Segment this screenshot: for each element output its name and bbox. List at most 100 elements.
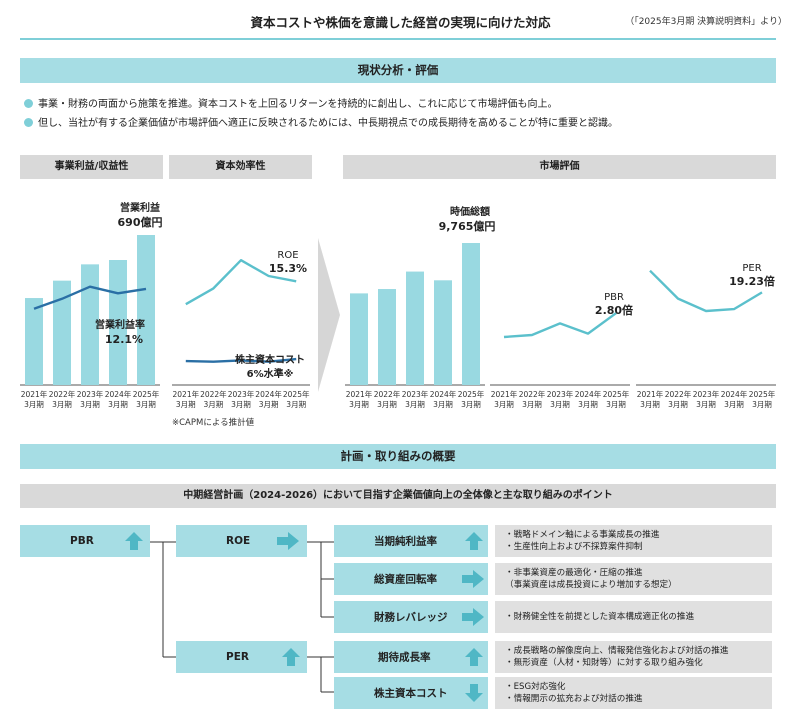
bullet-item: 但し、当社が有する企業価値が市場評価へ適正に反映されるためには、中長期視点での成…	[24, 114, 618, 129]
x-tick-label: 2023年	[402, 389, 429, 399]
x-tick-label: 3月期	[108, 400, 128, 409]
x-tick-label: 3月期	[405, 400, 425, 409]
annotation-value: 12.1%	[105, 333, 143, 346]
annotation-value: 9,765億円	[439, 219, 496, 233]
x-tick-label: 2021年	[637, 389, 664, 399]
tree-item-desc: ・財務健全性を前提とした資本構成適正化の推進	[495, 601, 772, 633]
x-tick-label: 3月期	[461, 400, 481, 409]
footnote: ※CAPMによる推計値	[172, 418, 255, 428]
bar	[378, 289, 396, 385]
bar	[434, 280, 452, 385]
annotation-label: ROE	[277, 250, 298, 261]
tree-item-label: 財務レバレッジ	[374, 611, 448, 624]
cost-of-equity-line	[185, 357, 297, 363]
right-arrow-icon	[276, 532, 300, 553]
annotation-label: PBR	[604, 292, 624, 303]
x-tick-label: 2022年	[200, 389, 227, 399]
tree-item-label: 当期純利益率	[374, 535, 437, 548]
bullet-dot-icon	[24, 99, 33, 108]
x-tick-label: 3月期	[494, 400, 514, 409]
tree-item-asset-turnover: 総資産回転率	[334, 563, 488, 595]
x-tick-label: 2021年	[21, 389, 48, 399]
tree-node-roe: ROE	[176, 525, 307, 557]
tree-connectors	[150, 541, 334, 693]
panel-header-market: 市場評価	[343, 155, 776, 179]
x-tick-label: 3月期	[668, 400, 688, 409]
margin-line	[33, 285, 147, 310]
section-plan-overview: 計画・取り組みの概要	[20, 444, 776, 469]
roe-line	[185, 258, 297, 306]
x-tick-label: 3月期	[231, 400, 251, 409]
desc-line: ・財務健全性を前提とした資本構成適正化の推進	[505, 612, 695, 622]
x-tick-label: 2022年	[519, 389, 546, 399]
x-tick-label: 2025年	[133, 389, 160, 399]
x-tick-label: 2024年	[105, 389, 132, 399]
annotation-value: 690億円	[118, 215, 163, 229]
annotation-label: 時価総額	[450, 205, 490, 218]
bar	[53, 280, 71, 385]
x-tick-label: 3月期	[259, 400, 279, 409]
tree-item-net-margin: 当期純利益率	[334, 525, 488, 557]
panel-header-profit: 事業利益/収益性	[20, 155, 163, 179]
x-tick-label: 2024年	[721, 389, 748, 399]
x-tick-label: 3月期	[724, 400, 744, 409]
annotation-label: 株主資本コスト	[235, 353, 305, 366]
tree-item-label: 期待成長率	[378, 651, 431, 664]
x-tick-label: 3月期	[752, 400, 772, 409]
plan-subtitle: 中期経営計画（2024-2026）において目指す企業価値向上の全体像と主な取り組…	[20, 484, 776, 508]
x-tick-label: 3月期	[286, 400, 306, 409]
desc-line: ・情報開示の拡充および対話の推進	[505, 694, 643, 704]
tree-root-label: PBR	[70, 535, 94, 547]
x-tick-label: 3月期	[640, 400, 660, 409]
bullet-dot-icon	[24, 118, 33, 127]
x-tick-label: 3月期	[522, 400, 542, 409]
annotation-value: 2.80倍	[595, 303, 633, 317]
right-arrow-icon	[461, 570, 485, 591]
x-tick-label: 2024年	[575, 389, 602, 399]
x-tick-label: 2025年	[283, 389, 310, 399]
tree-node-label: PER	[226, 651, 249, 663]
x-tick-label: 2025年	[458, 389, 485, 399]
x-tick-label: 2021年	[346, 389, 373, 399]
section-current-analysis: 現状分析・評価	[20, 58, 776, 83]
down-arrow-icon	[464, 683, 484, 706]
right-arrow-icon	[461, 608, 485, 629]
x-tick-label: 3月期	[550, 400, 570, 409]
x-tick-label: 3月期	[80, 400, 100, 409]
annotation-label: PER	[742, 263, 761, 274]
tree-item-label: 総資産回転率	[374, 573, 437, 586]
bar	[462, 243, 480, 385]
x-tick-label: 3月期	[24, 400, 44, 409]
desc-line: ・戦略ドメイン軸による事業成長の推進	[505, 530, 660, 540]
bullet-item: 事業・財務の両面から施策を推進。資本コストを上回るリターンを持続的に創出し、これ…	[24, 95, 558, 110]
pbr-line	[503, 312, 617, 339]
x-tick-label: 2025年	[749, 389, 776, 399]
tree-node-label: ROE	[226, 535, 251, 547]
up-arrow-icon	[281, 647, 301, 670]
flow-arrow-icon	[318, 238, 340, 392]
x-tick-label: 3月期	[377, 400, 397, 409]
desc-line: （事業資産は成長投資により増加する想定）	[505, 580, 677, 590]
x-tick-label: 2023年	[228, 389, 255, 399]
x-tick-label: 3月期	[349, 400, 369, 409]
up-arrow-icon	[464, 531, 484, 554]
x-tick-label: 2023年	[693, 389, 720, 399]
x-tick-label: 2024年	[255, 389, 282, 399]
x-tick-label: 3月期	[176, 400, 196, 409]
x-tick-label: 2022年	[665, 389, 692, 399]
desc-line: ・成長戦略の解像度向上、情報発信強化および対話の推進	[505, 646, 729, 656]
tree-item-financial-leverage: 財務レバレッジ	[334, 601, 488, 633]
x-tick-label: 2023年	[77, 389, 104, 399]
x-tick-label: 2021年	[173, 389, 200, 399]
desc-line: ・非事業資産の最適化・圧縮の推進	[505, 568, 643, 578]
tree-item-desc: ・戦略ドメイン軸による事業成長の推進 ・生産性向上および不採算案件抑制	[495, 525, 772, 557]
tree-item-desc: ・非事業資産の最適化・圧縮の推進 （事業資産は成長投資により増加する想定）	[495, 563, 772, 595]
x-tick-label: 2021年	[491, 389, 518, 399]
x-tick-label: 3月期	[696, 400, 716, 409]
x-tick-label: 3月期	[433, 400, 453, 409]
up-arrow-icon	[124, 531, 144, 554]
tree-node-per: PER	[176, 641, 307, 673]
tree-item-desc: ・成長戦略の解像度向上、情報発信強化および対話の推進 ・無形資産（人材・知財等）…	[495, 641, 772, 673]
x-tick-label: 3月期	[204, 400, 224, 409]
x-tick-label: 2022年	[374, 389, 401, 399]
